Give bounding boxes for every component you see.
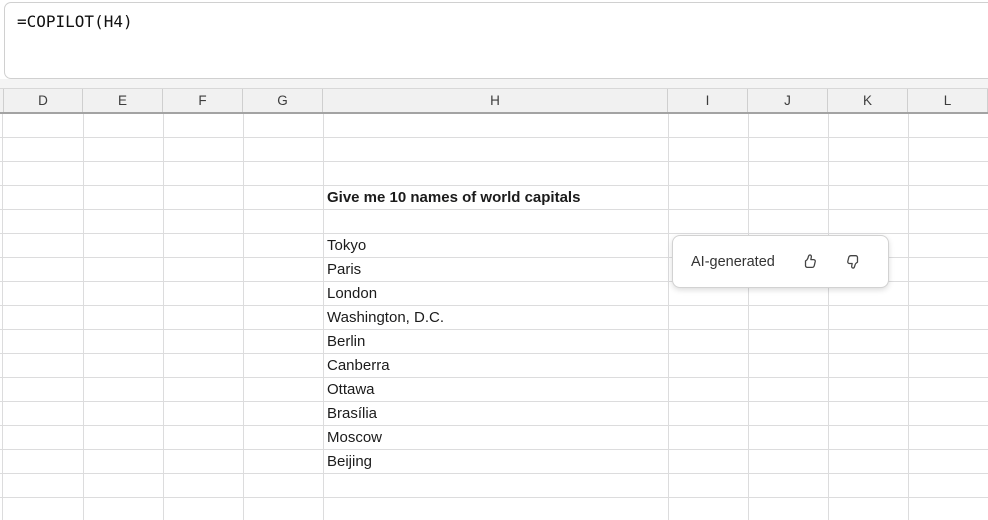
column-header-D[interactable]: D [3, 89, 83, 112]
column-header-E[interactable]: E [83, 89, 163, 112]
result-cell[interactable]: Moscow [327, 429, 383, 446]
spreadsheet-grid[interactable] [0, 114, 988, 520]
thumbs-down-icon [842, 251, 864, 273]
ai-generated-card: AI-generated [672, 235, 889, 288]
result-cell[interactable]: Beijing [327, 453, 373, 470]
prompt-cell[interactable]: Give me 10 names of world capitals [327, 189, 581, 206]
result-cell[interactable]: Berlin [327, 333, 366, 350]
column-header-K[interactable]: K [828, 89, 908, 112]
thumbs-down-button[interactable] [840, 249, 866, 275]
column-header-I[interactable]: I [668, 89, 748, 112]
column-header-F[interactable]: F [163, 89, 243, 112]
result-cell[interactable]: Washington, D.C. [327, 309, 444, 326]
result-cell[interactable]: Tokyo [327, 237, 367, 254]
formula-text[interactable]: =COPILOT(H4) [17, 12, 133, 31]
column-header-H[interactable]: H [323, 89, 668, 112]
ai-generated-label: AI-generated [691, 253, 775, 270]
result-cell[interactable]: Brasília [327, 405, 378, 422]
thumbs-up-icon [799, 251, 821, 273]
result-cell[interactable]: Canberra [327, 357, 390, 374]
thumbs-up-button[interactable] [797, 249, 823, 275]
result-cell[interactable]: London [327, 285, 378, 302]
column-header-G[interactable]: G [243, 89, 323, 112]
header-gap [0, 79, 988, 88]
result-cell[interactable]: Ottawa [327, 381, 375, 398]
column-header-L[interactable]: L [908, 89, 988, 112]
result-cell[interactable]: Paris [327, 261, 362, 278]
formula-bar[interactable]: =COPILOT(H4) [4, 2, 988, 79]
column-header-J[interactable]: J [748, 89, 828, 112]
